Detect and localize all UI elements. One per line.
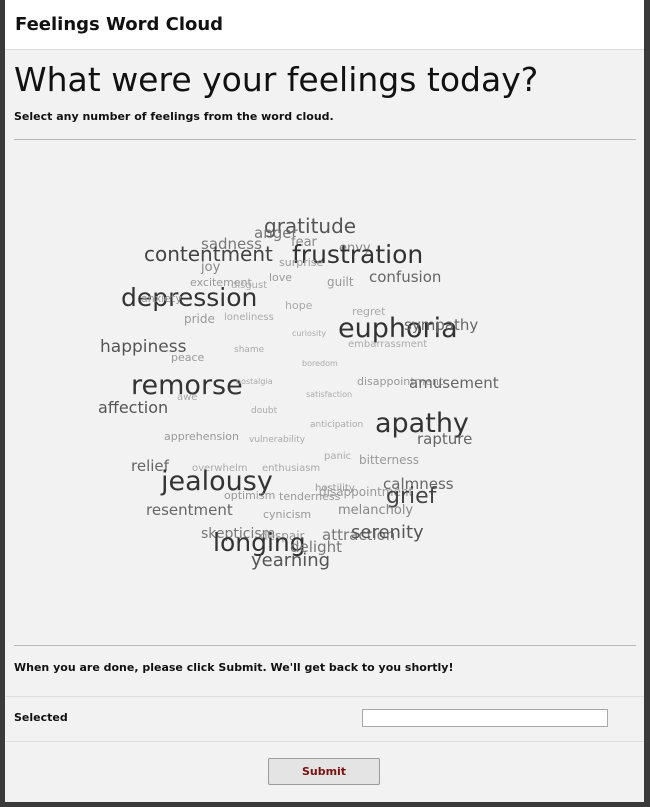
word-peace[interactable]: peace [171, 351, 205, 364]
title-bar: Feelings Word Cloud [5, 0, 644, 50]
word-optimism[interactable]: optimism [224, 489, 276, 502]
word-envy[interactable]: envy [339, 241, 371, 256]
word-joy[interactable]: joy [201, 260, 221, 275]
word-contentment[interactable]: contentment [144, 242, 273, 266]
word-amusement[interactable]: amusement [409, 374, 499, 392]
submit-button[interactable]: Submit [268, 758, 380, 785]
word-anticipation[interactable]: anticipation [310, 420, 364, 430]
word-pride[interactable]: pride [184, 312, 215, 326]
word-skepticism[interactable]: skepticism [201, 526, 276, 542]
word-fear[interactable]: fear [291, 235, 317, 250]
word-surprise[interactable]: surprise [279, 256, 324, 269]
word-nostalgia[interactable]: nostalgia [236, 377, 273, 386]
word-boredom[interactable]: boredom [302, 359, 338, 368]
word-calmness[interactable]: calmness [383, 475, 454, 493]
word-bitterness[interactable]: bitterness [359, 453, 419, 467]
word-jealousy[interactable]: jealousy [161, 466, 273, 497]
selected-input[interactable] [362, 709, 608, 727]
word-hope[interactable]: hope [285, 299, 313, 312]
word-resentment[interactable]: resentment [146, 501, 233, 519]
word-enthusiasm[interactable]: enthusiasm [262, 463, 321, 474]
divider-bottom [14, 645, 636, 646]
word-disappointment[interactable]: disappointment [357, 375, 444, 388]
word-gratitude[interactable]: gratitude [264, 214, 357, 238]
word-hostility[interactable]: hostility [315, 483, 355, 494]
word-cloud: gratitude anger sadness fear envy contentment… [5, 0, 644, 802]
word-loneliness[interactable]: loneliness [224, 312, 274, 323]
word-longing[interactable]: longing [213, 528, 306, 557]
word-apathy[interactable]: apathy [375, 408, 469, 439]
word-vulnerability[interactable]: vulnerability [249, 435, 306, 445]
word-disgust[interactable]: disgust [231, 280, 268, 291]
word-apprehension[interactable]: apprehension [164, 430, 239, 443]
instructions-text: Select any number of feelings from the w… [14, 110, 334, 123]
word-excitement[interactable]: excitement [190, 276, 252, 289]
word-curiosity[interactable]: curiosity [292, 329, 327, 338]
word-frustration[interactable]: frustration [292, 240, 424, 269]
word-serenity[interactable]: serenity [351, 522, 424, 543]
word-awe[interactable]: awe [177, 392, 198, 403]
selected-label: Selected [14, 711, 68, 724]
app-window: Feelings Word Cloud What were your feeli… [5, 0, 644, 802]
word-sympathy[interactable]: sympathy [404, 316, 479, 334]
word-tenderness[interactable]: tenderness [279, 490, 341, 503]
word-depression[interactable]: depression [121, 283, 258, 312]
word-grief[interactable]: grief [386, 484, 437, 509]
word-anxiety[interactable]: anxiety [141, 292, 182, 305]
word-relief[interactable]: relief [131, 457, 169, 475]
word-happiness[interactable]: happiness [100, 337, 187, 357]
word-doubt[interactable]: doubt [251, 406, 278, 416]
word-satisfaction[interactable]: satisfaction [306, 390, 353, 399]
selected-row: Selected [5, 696, 644, 742]
word-sadness[interactable]: sadness [201, 235, 262, 253]
word-confusion[interactable]: confusion [369, 268, 442, 286]
page-heading: What were your feelings today? [14, 60, 539, 99]
word-despair[interactable]: despair [260, 529, 305, 543]
word-melancholy[interactable]: melancholy [338, 503, 414, 518]
word-anger[interactable]: anger [254, 224, 298, 242]
word-love[interactable]: love [269, 271, 293, 284]
word-panic[interactable]: panic [324, 451, 352, 462]
word-yearning[interactable]: yearning [251, 550, 331, 571]
word-affection[interactable]: affection [98, 398, 169, 417]
word-rapture[interactable]: rapture [417, 430, 473, 448]
word-shame[interactable]: shame [234, 345, 265, 355]
word-delight[interactable]: delight [290, 538, 342, 556]
divider-top [14, 139, 636, 140]
done-text: When you are done, please click Submit. … [14, 661, 454, 674]
app-title: Feelings Word Cloud [15, 14, 224, 35]
word-regret[interactable]: regret [352, 305, 386, 318]
word-attraction[interactable]: attraction [322, 526, 396, 544]
word-cynicism[interactable]: cynicism [263, 508, 312, 521]
word-disappointment[interactable]: disappointment [319, 485, 414, 499]
word-guilt[interactable]: guilt [327, 275, 354, 289]
word-embarrassment[interactable]: embarrassment [348, 339, 428, 350]
word-euphoria[interactable]: euphoria [338, 313, 458, 344]
word-overwhelm[interactable]: overwhelm [192, 463, 248, 474]
word-remorse[interactable]: remorse [131, 370, 243, 401]
